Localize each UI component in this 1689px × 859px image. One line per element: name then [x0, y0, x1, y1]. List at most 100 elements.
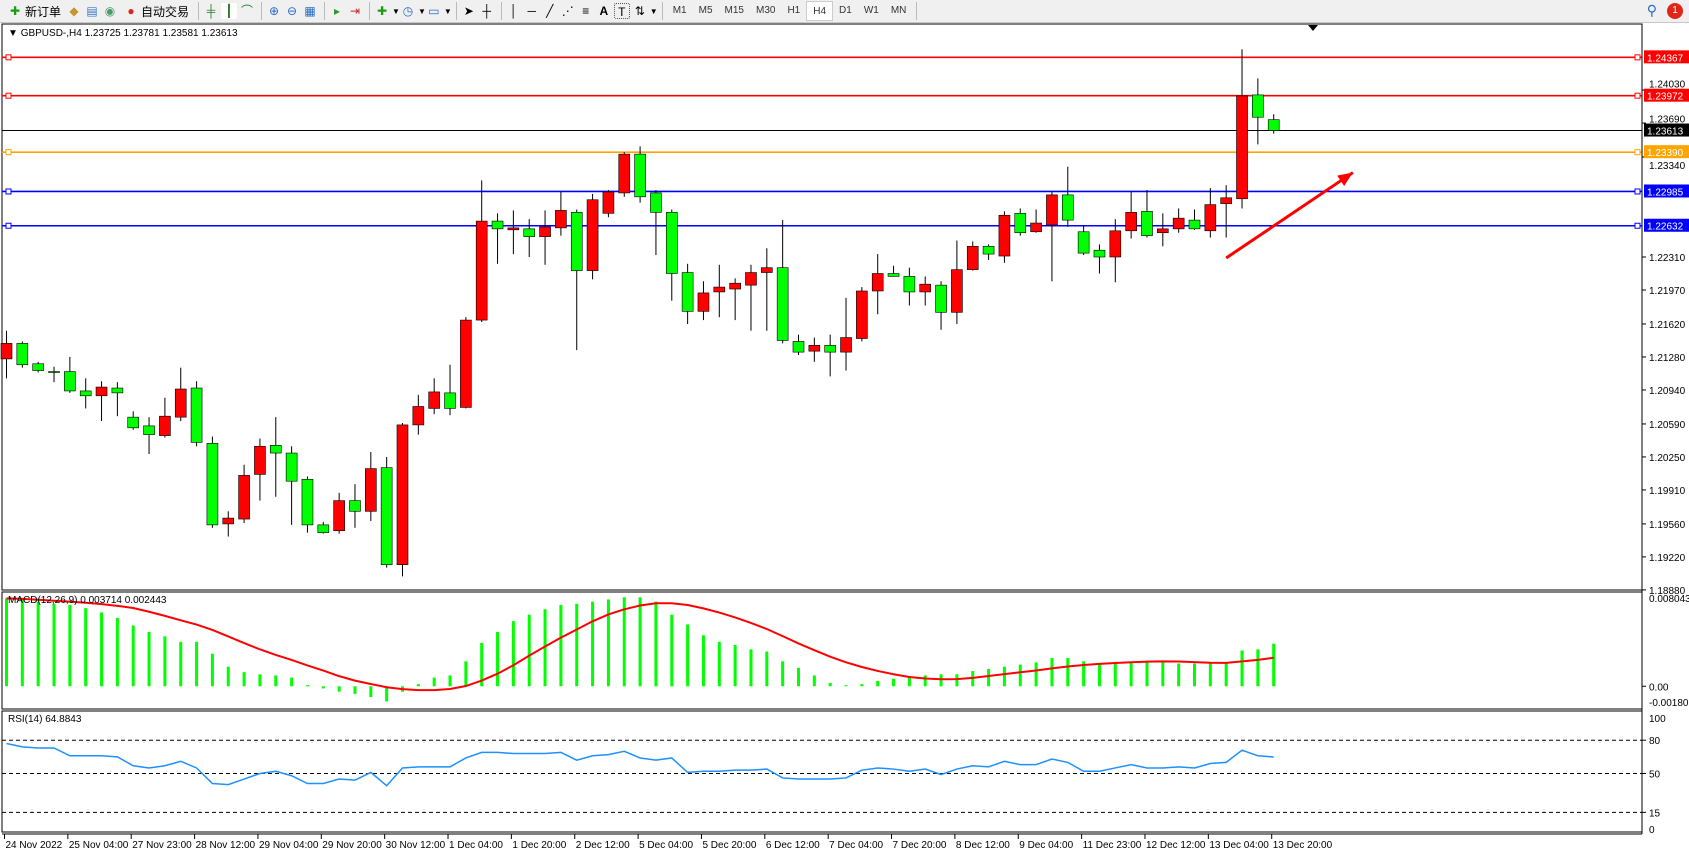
timeframe-mn[interactable]: MN [890, 5, 907, 16]
price-label-bg [1644, 184, 1689, 198]
timeframe-h4[interactable]: H4 [806, 1, 834, 21]
candle-bearish [1093, 249, 1106, 258]
notification-badge[interactable]: 1 [1667, 2, 1683, 19]
line-handle[interactable] [5, 149, 12, 156]
auto-trading-button[interactable]: ● 自动交易 [120, 1, 192, 21]
candle-bullish [1125, 212, 1137, 232]
symbol-ohlc-label: GBPUSD-,H4 1.23725 1.23781 1.23581 1.236… [20, 28, 238, 39]
candle-bullish [1046, 194, 1058, 226]
candle-bullish [95, 386, 108, 397]
candle-bullish [0, 343, 13, 360]
timeframe-m1[interactable]: M1 [672, 5, 687, 16]
vertical-line-icon[interactable]: │ [510, 4, 518, 18]
candle-bearish [1267, 119, 1280, 131]
candle-bullish [460, 319, 472, 408]
macd-histogram-bar [844, 685, 848, 687]
line-handle[interactable] [5, 188, 12, 195]
dropdown-arrow-icon[interactable]: ▼ [443, 6, 452, 16]
macd-histogram-bar [100, 612, 104, 687]
timeframe-m15[interactable]: M15 [724, 5, 744, 16]
templates-icon[interactable]: ▭ [428, 4, 440, 18]
text-icon[interactable]: A [599, 4, 609, 18]
tile-windows-icon[interactable]: ▦ [304, 4, 316, 18]
candle-bullish [428, 391, 440, 409]
candle-bullish [539, 226, 551, 237]
fibonacci-icon[interactable]: ≡ [582, 4, 590, 18]
macd-histogram-bar [1082, 661, 1086, 687]
macd-histogram-bar [195, 641, 199, 687]
signals-icon[interactable]: ◉ [104, 4, 116, 18]
toolbar: ✚ 新订单 ◆ ▤ ◉ ● 自动交易 ╪ ┃ ⌒ ⊕ ⊖ ▦ ▸ ⇥ ✚ ▼ ◷ ▼ ▭… [0, 0, 1689, 23]
timeframe-m5[interactable]: M5 [698, 5, 713, 16]
time-label: 13 Dec 04:00 [1209, 840, 1269, 851]
candle-bearish [634, 153, 646, 198]
candle-bearish [16, 343, 29, 366]
candlestick-icon[interactable]: ┃ [221, 3, 238, 19]
macd-histogram-bar [717, 641, 721, 687]
crosshair-icon[interactable]: ┼ [482, 4, 492, 18]
market-watch-icon[interactable]: ▤ [86, 4, 98, 18]
indicators-icon[interactable]: ✚ [377, 4, 388, 18]
time-label: 1 Dec 20:00 [512, 840, 566, 851]
macd-histogram-bar [828, 683, 832, 687]
line-handle[interactable] [1634, 222, 1641, 229]
price-line-label: 1.23972 [1647, 92, 1684, 103]
macd-histogram-bar [496, 632, 500, 687]
candle-bullish [618, 153, 631, 194]
trendline-icon[interactable]: ╱ [546, 4, 554, 18]
separator [661, 2, 663, 20]
line-handle[interactable] [1634, 54, 1641, 61]
macd-histogram-bar [923, 675, 927, 687]
candle-bearish [206, 443, 219, 526]
candle-bearish [111, 387, 124, 394]
line-chart-icon[interactable]: ⌒ [241, 4, 254, 18]
timeframe-d1[interactable]: D1 [839, 5, 852, 16]
price-tick-label: 1.21970 [1649, 286, 1686, 297]
candle-bearish [1077, 231, 1090, 254]
chart-shift-marker-icon[interactable] [1308, 25, 1318, 31]
arrows-icon[interactable]: ⇅ [634, 4, 645, 18]
cursor-icon[interactable]: ➤ [463, 4, 474, 18]
zoom-out-icon[interactable]: ⊖ [287, 4, 298, 18]
line-handle[interactable] [5, 92, 12, 99]
macd-histogram-bar [1272, 643, 1276, 687]
rsi-tick-label: 50 [1649, 770, 1661, 781]
macd-histogram-bar [1224, 662, 1228, 687]
macd-histogram-bar [385, 686, 389, 702]
macd-histogram-bar [305, 685, 309, 687]
search-icon[interactable]: ⚲ [1646, 2, 1657, 18]
price-label-bg [1644, 88, 1689, 102]
new-order-button[interactable]: ✚ 新订单 [4, 1, 64, 21]
auto-scroll-icon[interactable]: ▸ [334, 4, 341, 18]
candle-bearish [79, 390, 92, 397]
candle-bullish [333, 500, 345, 532]
macd-histogram-bar [987, 668, 991, 687]
macd-histogram-bar [797, 667, 800, 687]
time-label: 28 Nov 12:00 [196, 840, 256, 851]
text-label-icon[interactable]: T [613, 3, 630, 19]
line-handle[interactable] [5, 54, 12, 61]
dropdown-arrow-icon[interactable]: ▼ [649, 6, 658, 16]
horizontal-line-icon[interactable]: ─ [527, 4, 537, 18]
line-handle[interactable] [1634, 188, 1641, 195]
zoom-in-icon[interactable]: ⊕ [269, 4, 280, 18]
periods-icon[interactable]: ◷ [402, 4, 414, 18]
dropdown-arrow-icon[interactable]: ▼ [417, 6, 426, 16]
macd-histogram-bar [1256, 649, 1260, 687]
timeframe-w1[interactable]: W1 [863, 5, 879, 16]
trend-arrow[interactable] [1225, 171, 1354, 260]
dropdown-arrow-icon[interactable]: ▼ [392, 6, 400, 16]
macd-histogram-bar [68, 604, 72, 687]
expert-icon[interactable]: ◆ [69, 4, 79, 18]
bar-chart-icon[interactable]: ╪ [206, 4, 216, 18]
timeframe-h1[interactable]: H1 [787, 5, 801, 16]
candle-bearish [570, 212, 583, 271]
line-handle[interactable] [1634, 92, 1641, 99]
line-handle[interactable] [5, 222, 12, 229]
chart-shift-icon[interactable]: ⇥ [350, 4, 361, 18]
fibonacci-fan-icon[interactable]: ⋰ [561, 4, 574, 18]
collapse-arrow-icon[interactable]: ▼ [8, 28, 21, 39]
timeframe-m30[interactable]: M30 [755, 5, 776, 16]
line-handle[interactable] [1634, 149, 1641, 156]
